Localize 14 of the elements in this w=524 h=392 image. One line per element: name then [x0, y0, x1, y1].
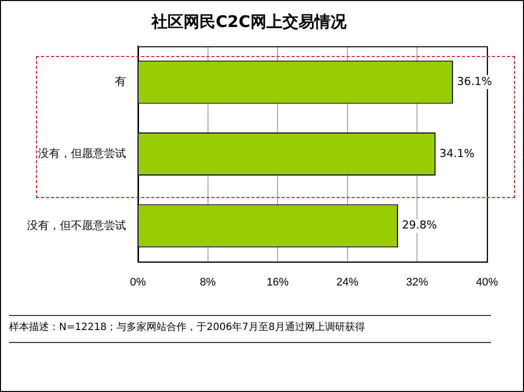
x-tick-label: 16% [266, 276, 289, 288]
y-tick-label: 没有，但愿意尝试 [38, 147, 126, 160]
x-tick-label: 0% [130, 276, 146, 288]
text: 样本描述：N=12218；与多家网站合作，于2006年7月至8月通过网上调研获得 [9, 315, 491, 343]
data-label: 29.8% [402, 218, 437, 232]
x-tick-label: 32% [406, 276, 428, 288]
data-label: 34.1% [440, 146, 474, 160]
x-tick-label: 24% [336, 276, 359, 288]
data-label: 36.1% [456, 74, 492, 88]
chart-title: 社区网民C2C网上交易情况 [150, 12, 348, 31]
x-tick-label: 8% [200, 276, 216, 288]
x-tick-label: 40% [476, 276, 498, 288]
y-tick-label: 没有，但不愿意尝试 [27, 218, 126, 232]
y-tick-label: 有 [115, 76, 126, 88]
